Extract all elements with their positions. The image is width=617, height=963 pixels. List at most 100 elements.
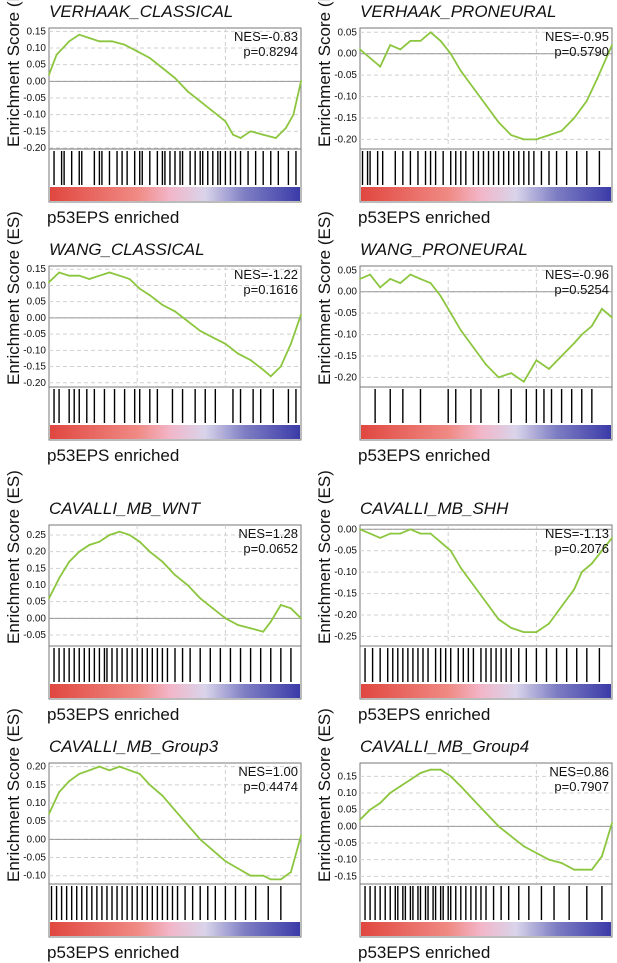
curve-point <box>174 574 176 576</box>
y-tick-label: -0.05 <box>23 630 46 641</box>
curve-point <box>224 860 227 863</box>
y-axis-label: Enrichment Score (ES) <box>315 470 334 644</box>
gsea-panel: CAVALLI_MB_WNT 0.25 0.20 0.15 0.10 0.05 0.00 -0… <box>4 470 302 724</box>
curve-point <box>300 834 302 837</box>
x-axis-label: p53EPS enriched <box>358 943 490 962</box>
enrichment-curve <box>48 271 302 378</box>
curve-point <box>522 138 525 141</box>
y-tick-label: -0.05 <box>23 329 46 340</box>
curve-point <box>290 871 292 873</box>
curve-point <box>290 342 292 345</box>
p-value-label: p=0.7907 <box>554 779 609 794</box>
curve-point <box>48 73 50 76</box>
enrichment-curve <box>48 765 302 881</box>
curve-point <box>279 365 282 368</box>
curve-point <box>78 773 81 775</box>
y-tick-label: 0.15 <box>338 771 358 782</box>
curve-point <box>249 874 252 877</box>
curve-point <box>292 113 295 116</box>
curve-point <box>118 530 121 533</box>
ranked-list-bar <box>361 684 611 698</box>
curve-point <box>148 783 151 786</box>
y-tick-label: -0.05 <box>334 546 357 557</box>
y-tick-label: 0.00 <box>27 613 47 624</box>
enrichment-curve <box>48 530 302 633</box>
curve-point <box>98 540 101 543</box>
y-tick-label: -0.10 <box>23 345 46 356</box>
curve-point <box>262 133 265 136</box>
y-tick-label: -0.05 <box>334 308 357 319</box>
y-tick-label: 0.25 <box>27 530 47 541</box>
nes-label: NES=-1.13 <box>545 526 609 541</box>
curve-point <box>249 627 252 630</box>
x-axis-label: p53EPS enriched <box>47 208 179 227</box>
curve-point <box>535 359 538 362</box>
y-axis-label: Enrichment Score (ES) <box>315 211 334 385</box>
curve-point <box>573 868 576 871</box>
curve-point <box>439 295 442 297</box>
curve-point <box>161 304 164 306</box>
ranked-list-bar <box>50 187 300 201</box>
curve-point <box>68 780 71 783</box>
curve-point <box>510 835 513 838</box>
curve-point <box>78 274 81 277</box>
curve-point <box>290 607 292 610</box>
curve-point <box>590 325 593 327</box>
curve-point <box>399 785 402 788</box>
curve-point <box>239 137 242 139</box>
y-tick-label: -0.10 <box>334 92 357 103</box>
curve-point <box>485 363 487 366</box>
curve-point <box>68 560 71 563</box>
curve-point <box>224 342 227 345</box>
curve-point <box>439 768 442 771</box>
y-tick-label: 0.00 <box>338 287 358 298</box>
curve-point <box>48 597 50 600</box>
y-tick-label: 0.05 <box>27 597 47 608</box>
curve-point <box>174 310 176 313</box>
curve-point <box>409 39 412 42</box>
curve-point <box>55 53 58 56</box>
curve-point <box>199 329 202 332</box>
curve-point <box>590 868 593 871</box>
curve-point <box>224 617 227 620</box>
y-tick-label: -0.05 <box>334 838 357 849</box>
curve-point <box>409 528 412 531</box>
y-tick-label: 0.10 <box>27 43 47 54</box>
curve-point <box>522 631 525 634</box>
curve-point <box>548 367 550 370</box>
x-axis-label: p53EPS enriched <box>47 446 179 465</box>
curve-point <box>262 368 265 371</box>
curve-point <box>389 792 392 794</box>
y-tick-label: 0.05 <box>338 265 358 276</box>
y-tick-label: -0.10 <box>334 330 357 341</box>
ranked-list-bar <box>361 922 611 936</box>
curve-point <box>560 129 563 132</box>
curve-point <box>485 104 487 107</box>
curve-point <box>573 588 576 591</box>
y-tick-label: 0.00 <box>338 821 358 832</box>
curve-point <box>560 355 563 357</box>
curve-point <box>548 622 550 625</box>
curve-point <box>399 532 402 535</box>
curve-point <box>300 617 302 620</box>
curve-point <box>510 134 513 137</box>
curve-point <box>199 838 202 841</box>
curve-point <box>174 809 176 812</box>
curve-point <box>138 287 141 290</box>
curve-point <box>573 342 576 345</box>
curve-point <box>585 99 588 102</box>
panel-title: VERHAAK_CLASSICAL <box>49 2 233 21</box>
curve-point <box>88 278 91 280</box>
gsea-panel: CAVALLI_MB_Group4 0.15 0.10 0.05 0.00 -0.05 -0… <box>315 708 613 962</box>
curve-point <box>419 39 422 42</box>
curve-point <box>522 380 525 383</box>
curve-point <box>68 40 71 43</box>
curve-point <box>269 375 272 378</box>
curve-point <box>419 772 422 774</box>
p-value-label: p=0.8294 <box>243 44 298 59</box>
curve-point <box>459 329 462 332</box>
curve-point <box>269 620 272 623</box>
curve-point <box>262 630 265 633</box>
